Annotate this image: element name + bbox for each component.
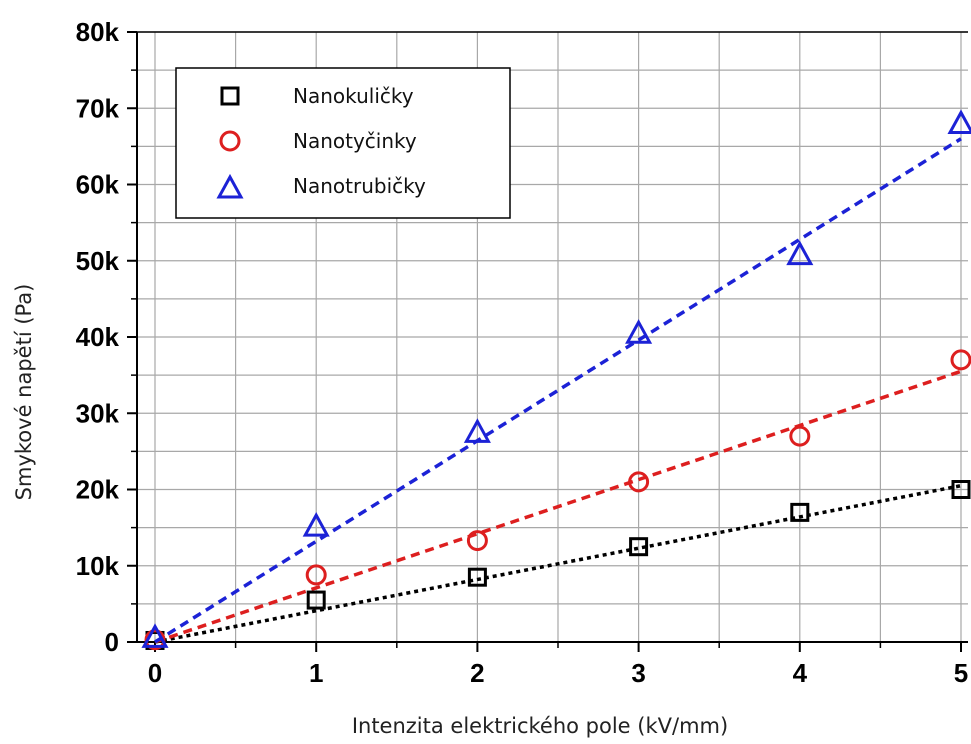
x-tick-label: 4 (793, 658, 808, 688)
data-point (466, 530, 488, 552)
y-tick-label: 40k (76, 322, 120, 352)
y-tick-label: 50k (76, 246, 120, 276)
data-point (463, 418, 491, 443)
data-point (951, 480, 971, 499)
fit-line (154, 137, 962, 644)
data-point (950, 349, 971, 371)
x-tick-label: 2 (470, 658, 484, 688)
legend-label: Nanotrubičky (293, 174, 426, 198)
y-tick-label: 60k (76, 170, 120, 200)
data-point (305, 564, 327, 586)
x-tick-label: 3 (631, 658, 645, 688)
data-point (947, 109, 971, 134)
fit-line (154, 369, 962, 644)
axes: 0 10k 20k 30k 40k 50k 60k 70k 80k 0 1 2 3 4 5 (76, 17, 969, 688)
legend-marker (219, 130, 241, 152)
x-axis-title: Intenzita elektrického pole (kV/mm) (352, 714, 728, 738)
data-point (789, 425, 811, 447)
data-point (467, 567, 487, 587)
legend-marker (216, 173, 244, 199)
y-tick-label: 10k (76, 551, 120, 581)
data-markers (141, 109, 971, 651)
data-point (302, 511, 330, 537)
x-tick-label: 1 (309, 658, 323, 688)
y-axis-title: Smykové napětí (Pa) (12, 284, 36, 501)
data-point (628, 471, 650, 493)
data-point (786, 240, 814, 266)
legend-marker (220, 86, 240, 106)
legend-label: Nanotyčinky (293, 129, 417, 153)
y-tick-label: 70k (76, 93, 120, 123)
legend: Nanokuličky Nanotyčinky Nanotrubičky (175, 67, 511, 219)
x-tick-label: 0 (148, 658, 162, 688)
data-point (625, 319, 653, 344)
legend-box (175, 67, 511, 219)
fit-lines (154, 137, 962, 644)
y-tick-label: 20k (76, 475, 120, 505)
y-tick-label: 80k (76, 17, 120, 47)
data-point (629, 537, 649, 557)
y-tick-label: 0 (105, 627, 119, 657)
data-point (790, 502, 810, 522)
legend-label: Nanokuličky (293, 84, 414, 108)
data-point (306, 590, 326, 610)
x-tick-label: 5 (954, 658, 968, 688)
fit-line (154, 483, 962, 644)
y-tick-label: 30k (76, 398, 120, 428)
data-point (141, 623, 169, 648)
